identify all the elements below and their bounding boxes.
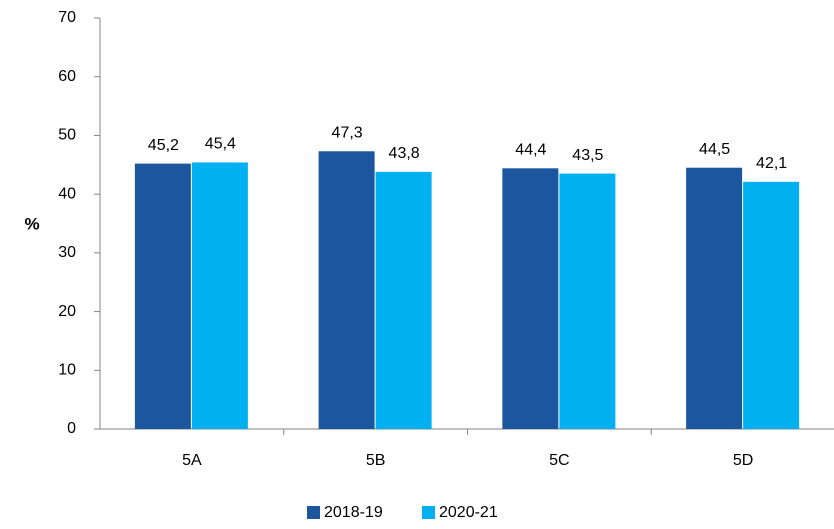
y-tick-label: 70 <box>58 9 76 26</box>
data-label: 47,3 <box>332 125 363 142</box>
data-label: 45,4 <box>205 136 236 153</box>
x-tick-label: 5D <box>733 452 753 469</box>
data-label: 45,2 <box>148 137 179 154</box>
legend-swatch <box>422 506 435 519</box>
y-tick-label: 60 <box>58 68 76 85</box>
y-tick-label: 50 <box>58 127 76 144</box>
legend-label: 2018-19 <box>324 504 383 521</box>
x-tick-label: 5A <box>182 452 202 469</box>
data-label: 44,5 <box>699 141 730 158</box>
data-label: 44,4 <box>515 142 546 159</box>
bar <box>559 173 616 429</box>
x-tick-label: 5B <box>366 452 386 469</box>
y-tick-label: 10 <box>58 362 76 379</box>
data-label: 43,8 <box>389 145 420 162</box>
data-label: 43,5 <box>572 147 603 164</box>
bar <box>686 167 743 429</box>
legend-swatch <box>307 506 320 519</box>
data-label: 42,1 <box>756 155 787 172</box>
y-tick-label: 30 <box>58 244 76 261</box>
y-tick-label: 40 <box>58 185 76 202</box>
bar <box>375 171 432 429</box>
bar <box>318 151 375 429</box>
bar <box>191 162 248 430</box>
y-tick-label: 20 <box>58 303 76 320</box>
bar <box>502 168 559 429</box>
bar <box>134 163 191 429</box>
x-tick-label: 5C <box>549 452 569 469</box>
y-tick-label: 0 <box>67 420 76 437</box>
legend-label: 2020-21 <box>439 504 498 521</box>
y-axis-label: % <box>24 214 39 233</box>
bar <box>743 181 800 429</box>
